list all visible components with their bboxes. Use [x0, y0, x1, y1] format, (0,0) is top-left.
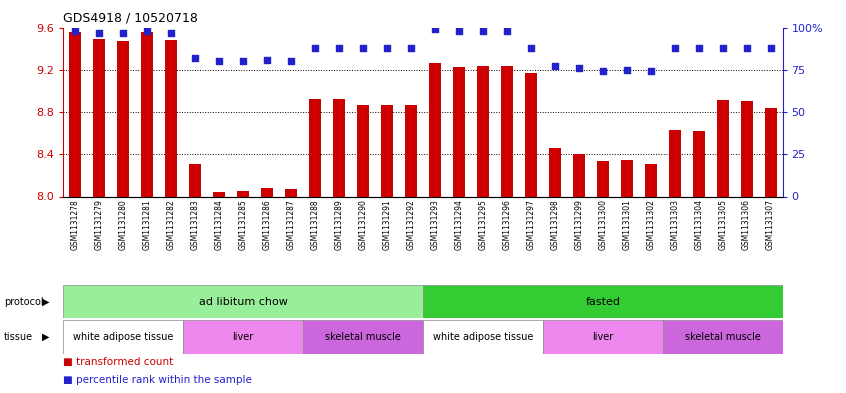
Text: ▶: ▶: [41, 332, 49, 342]
Point: [692, 45, 706, 51]
Point: [667, 45, 681, 51]
Bar: [213, 192, 225, 196]
Point: [92, 29, 106, 36]
Bar: [381, 105, 393, 196]
Point: [739, 45, 753, 51]
Point: [140, 28, 154, 34]
Point: [764, 45, 777, 51]
Bar: [501, 66, 513, 196]
Bar: [423, 285, 783, 318]
Bar: [190, 164, 201, 196]
Bar: [141, 32, 153, 196]
Text: tissue: tissue: [4, 332, 33, 342]
Text: skeletal muscle: skeletal muscle: [684, 332, 761, 342]
Point: [476, 28, 490, 34]
Point: [308, 45, 321, 51]
Text: skeletal muscle: skeletal muscle: [325, 332, 401, 342]
Text: protocol: protocol: [4, 297, 44, 307]
Point: [69, 28, 82, 34]
Bar: [596, 161, 609, 196]
Bar: [429, 63, 441, 196]
Text: ■ percentile rank within the sample: ■ percentile rank within the sample: [63, 375, 252, 385]
Point: [572, 65, 585, 71]
Point: [428, 26, 442, 32]
Point: [284, 58, 298, 64]
Bar: [357, 105, 369, 196]
Bar: [740, 101, 753, 196]
Point: [164, 29, 178, 36]
Point: [596, 68, 609, 75]
Text: liver: liver: [592, 332, 613, 342]
Bar: [525, 73, 537, 196]
Bar: [543, 320, 662, 354]
Bar: [118, 41, 129, 196]
Point: [380, 45, 393, 51]
Bar: [285, 189, 297, 196]
Point: [332, 45, 346, 51]
Point: [524, 45, 537, 51]
Bar: [184, 320, 303, 354]
Point: [261, 57, 274, 63]
Text: fasted: fasted: [585, 297, 620, 307]
Point: [548, 63, 562, 70]
Point: [620, 66, 634, 73]
Bar: [423, 320, 543, 354]
Point: [500, 28, 514, 34]
Bar: [573, 154, 585, 196]
Bar: [333, 99, 345, 196]
Bar: [668, 130, 681, 196]
Point: [452, 28, 465, 34]
Point: [716, 45, 729, 51]
Bar: [69, 32, 81, 196]
Point: [117, 29, 130, 36]
Point: [236, 58, 250, 64]
Bar: [309, 99, 321, 196]
Bar: [405, 105, 417, 196]
Bar: [645, 164, 656, 196]
Bar: [165, 40, 178, 196]
Text: liver: liver: [233, 332, 254, 342]
Point: [404, 45, 418, 51]
Bar: [261, 188, 273, 196]
Bar: [549, 148, 561, 196]
Bar: [93, 39, 106, 197]
Text: GDS4918 / 10520718: GDS4918 / 10520718: [63, 12, 198, 25]
Text: ■ transformed count: ■ transformed count: [63, 358, 173, 367]
Bar: [303, 320, 423, 354]
Bar: [237, 191, 250, 196]
Point: [644, 68, 657, 75]
Bar: [477, 66, 489, 196]
Text: white adipose tissue: white adipose tissue: [433, 332, 533, 342]
Point: [212, 58, 226, 64]
Bar: [662, 320, 783, 354]
Text: white adipose tissue: white adipose tissue: [74, 332, 173, 342]
Text: ad libitum chow: ad libitum chow: [199, 297, 288, 307]
Point: [189, 55, 202, 61]
Text: ▶: ▶: [41, 297, 49, 307]
Point: [356, 45, 370, 51]
Bar: [63, 285, 423, 318]
Bar: [717, 100, 728, 196]
Bar: [693, 131, 705, 196]
Bar: [621, 160, 633, 196]
Bar: [765, 108, 777, 196]
Bar: [63, 320, 184, 354]
Bar: [453, 66, 465, 196]
